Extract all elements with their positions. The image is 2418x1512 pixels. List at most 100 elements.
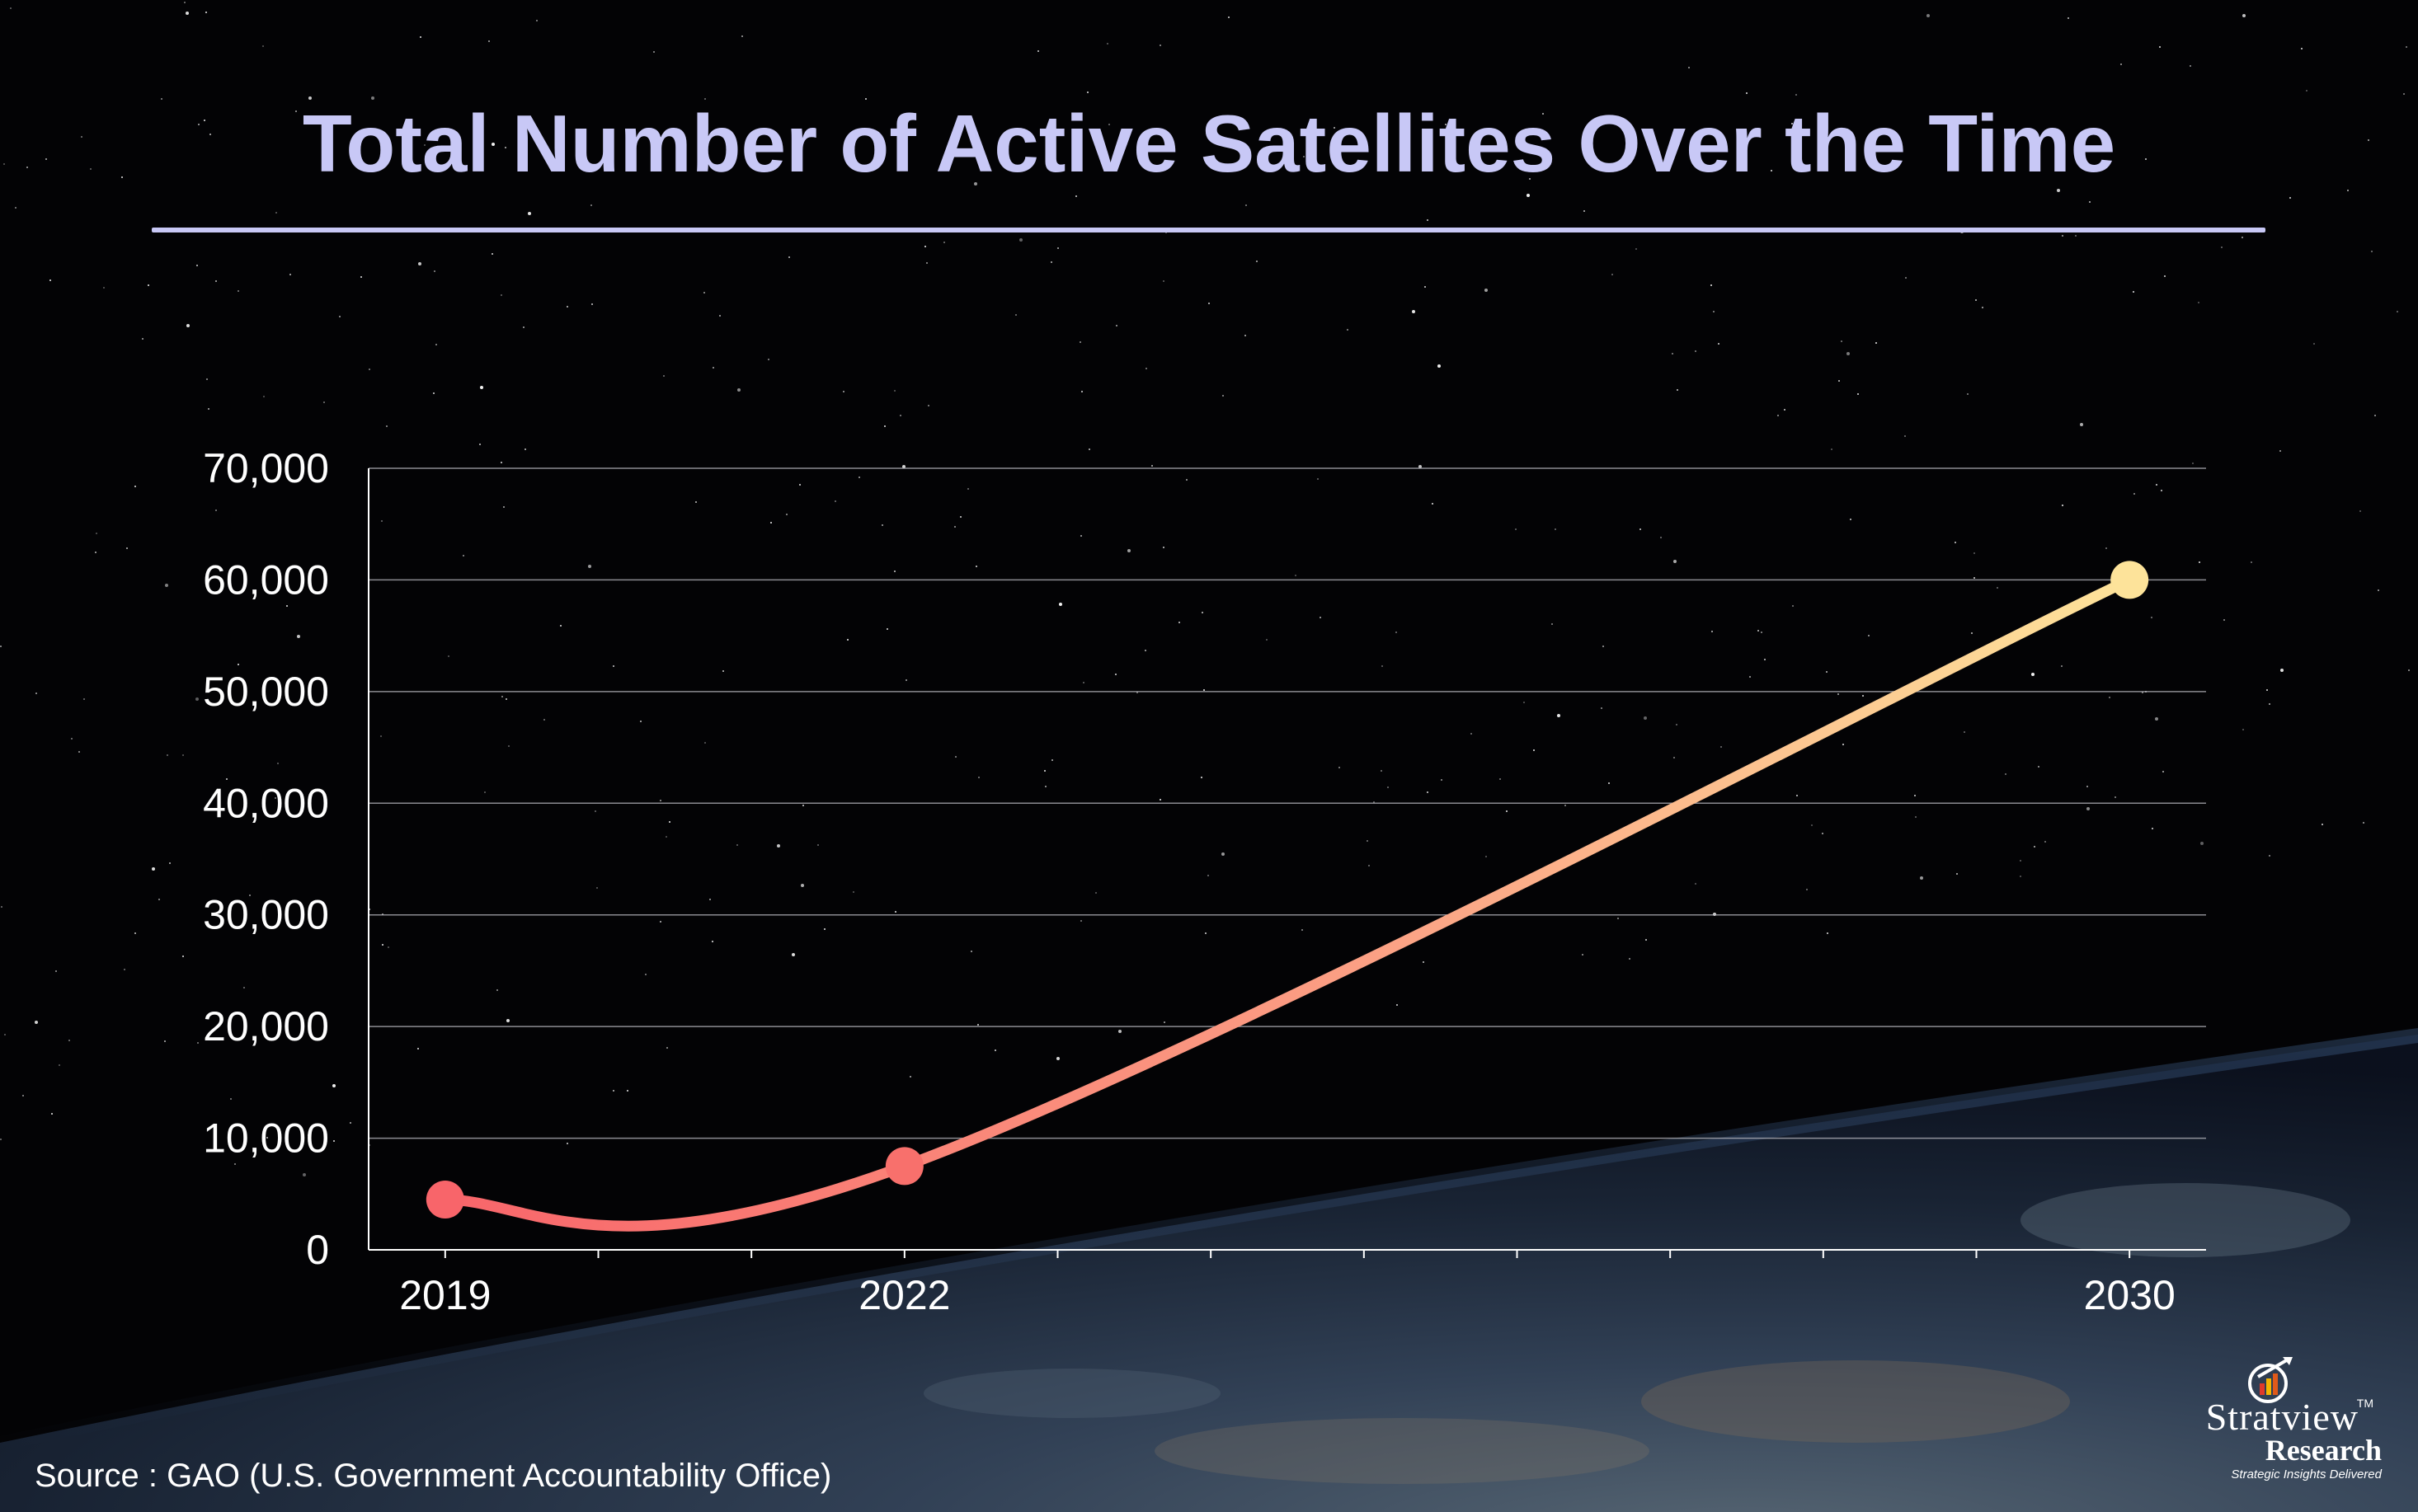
star [962,155,965,157]
star [1771,169,1772,171]
y-tick-label: 20,000 [203,1003,329,1049]
star [2060,664,2063,667]
data-point-2022 [885,1147,924,1186]
star [943,242,946,244]
star [1551,622,1553,625]
star [1749,676,1752,678]
star [2034,846,2036,848]
star [435,343,438,345]
star [82,697,85,700]
star [974,182,978,186]
star [120,176,123,178]
star [462,554,464,556]
star [483,791,486,793]
star [238,290,240,293]
star [1320,617,1322,619]
star [102,286,105,289]
star [823,928,826,931]
star [1081,391,1084,393]
star [612,1090,614,1092]
y-tick-labels: 0 10,000 20,000 30,000 40,000 50,000 60,000 70,… [203,445,329,1273]
star [2371,251,2373,253]
star [1386,786,1389,788]
star [1954,541,1956,543]
star [2086,807,2090,811]
star [881,524,883,526]
star [1338,766,1341,768]
star [613,665,615,668]
star [1301,928,1303,931]
star [2162,770,2165,772]
star [492,143,496,147]
x-tick-label: 2022 [859,1272,950,1318]
star [1974,299,1977,301]
star [214,509,217,512]
star [1498,778,1501,781]
star [1997,587,1999,589]
star [1221,394,1224,397]
star [205,378,208,381]
star [1784,408,1786,411]
star [652,51,655,54]
star [45,157,47,160]
star [1645,939,1648,941]
star [1821,833,1823,834]
star [1608,782,1611,785]
star [59,1064,61,1066]
star [1372,801,1375,803]
gridlines [369,467,2206,1139]
star [1720,746,1723,749]
star [332,1084,336,1088]
star [249,894,252,896]
star [703,98,706,101]
star [1523,702,1526,704]
star [2367,139,2369,141]
star [380,735,382,737]
star [205,12,207,14]
star [2359,509,2361,512]
star [230,1098,233,1101]
star [2020,860,2022,862]
star [2038,765,2040,768]
star [590,204,592,207]
star [2312,342,2315,345]
star [967,487,970,490]
star [1145,368,1148,370]
star [2145,157,2148,160]
star [1826,932,1828,934]
star [1051,758,1053,761]
star [369,368,371,370]
star [1920,876,1923,880]
star [487,40,490,42]
star [1811,824,1814,826]
star [858,477,860,478]
star [1554,528,1556,531]
star [501,461,503,463]
star [1381,769,1383,772]
star [1617,918,1620,920]
star [2402,92,2405,95]
title-underline [152,228,2265,232]
star [2159,45,2162,48]
star [1080,534,1082,537]
star [2199,561,2200,564]
axes [368,468,2206,1258]
star [480,385,484,389]
star [902,465,906,468]
star [2108,697,2110,699]
star [1556,714,1560,718]
star [1159,45,1161,47]
star [703,291,705,293]
star [994,1049,996,1052]
star [640,720,642,722]
star [1228,16,1230,18]
star [491,252,493,255]
star [1089,448,1091,451]
star [703,742,706,744]
star [196,1041,199,1044]
star [2269,855,2270,857]
star [1145,650,1146,652]
star [978,777,980,779]
star [1763,659,1766,661]
star [708,899,711,900]
